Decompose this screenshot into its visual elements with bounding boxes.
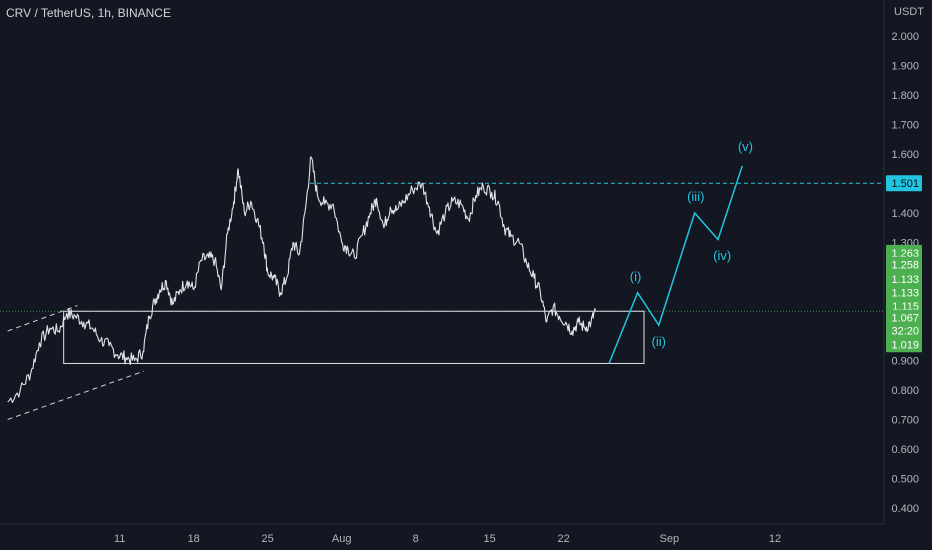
price-badge-value: 1.067 [891,313,919,325]
price-badge-value: 1.258 [891,260,919,272]
time-axis[interactable]: 11 18 25 Aug 8 15 22 Sep 12 [0,523,884,545]
x-tick-label: 15 [484,533,496,545]
price-badge [886,336,922,353]
price-badge [886,270,922,287]
x-tick-label: 22 [558,533,570,545]
x-tick-label: Sep [660,533,680,545]
price-badges: 1.5011.2631.2581.1331.1331.1151.06732:20… [886,175,922,353]
y-tick-label: 0.600 [891,444,919,456]
price-badge [886,175,922,192]
y-tick-label: 0.800 [891,385,919,397]
y-tick-label: 0.900 [891,356,919,368]
wave-projection-line[interactable] [608,165,744,364]
price-badge-value: 1.133 [891,287,919,299]
y-tick-label: 0.700 [891,415,919,427]
price-badge-value: 1.133 [891,274,919,286]
x-tick-label: 25 [262,533,274,545]
price-badge [886,256,922,273]
x-tick-label: 12 [769,533,781,545]
y-tick-label: 2.000 [891,31,919,43]
plot-area[interactable]: (i) (ii) (iii) (iv) (v) [0,139,884,420]
price-badge [886,309,922,338]
wave-label: (iv) [713,248,731,263]
y-tick-label: 0.500 [891,474,919,486]
y-tick-label: 1.700 [891,120,919,132]
y-tick-label: 1.900 [891,61,919,73]
price-badge-value: 1.019 [891,339,919,351]
range-box[interactable] [63,310,645,364]
currency-label: USDT [894,6,924,18]
channel-lower-line[interactable] [7,370,145,420]
wave-label: (iii) [687,189,704,204]
price-badge [886,284,922,301]
channel-upper-line[interactable] [7,305,78,332]
y-tick-label: 1.800 [891,90,919,102]
x-tick-label: Aug [332,533,352,545]
x-tick-label: 18 [188,533,200,545]
price-badge-value: 1.501 [891,178,919,190]
y-tick-label: 1.400 [891,208,919,220]
wave-label: (v) [738,139,753,154]
chart-title: CRV / TetherUS, 1h, BINANCE [6,6,171,20]
wave-label: (i) [630,269,642,284]
x-tick-label: 8 [413,533,419,545]
price-badge-countdown: 32:20 [891,326,919,338]
wave-label: (ii) [652,334,666,349]
price-series-line[interactable] [7,156,596,404]
y-tick-label: 1.600 [891,149,919,161]
y-tick-label: 0.400 [891,503,919,515]
x-tick-label: 11 [114,533,125,545]
